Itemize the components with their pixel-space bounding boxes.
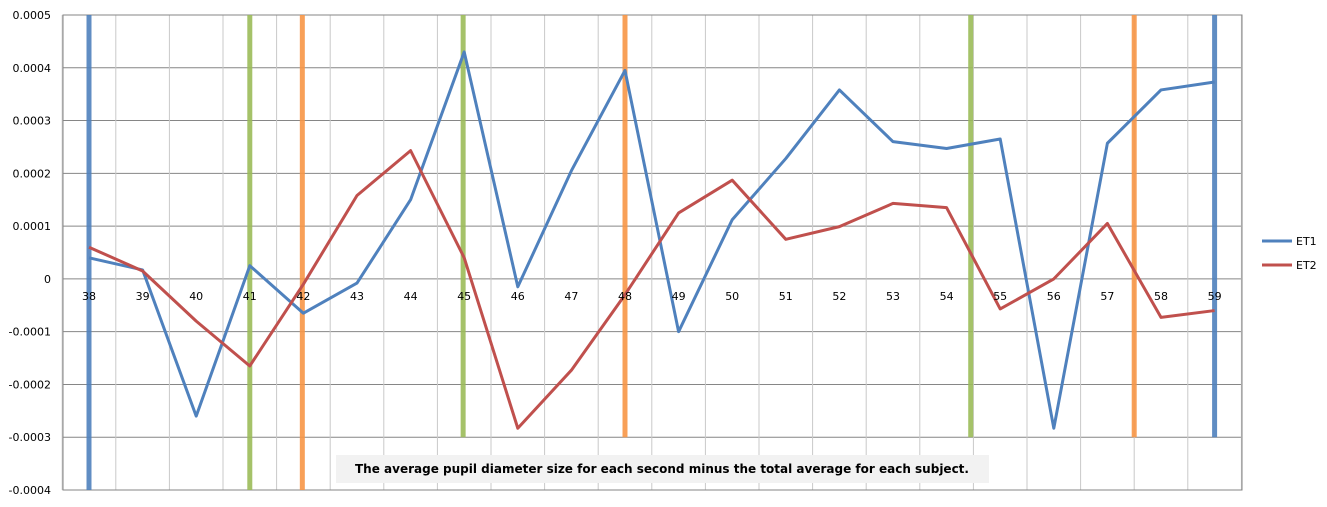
x-tick-label: 55 xyxy=(993,290,1007,303)
y-axis-tick-labels: 0.0005 0.0004 0.0003 0.0002 0.0001 0 -0.0001 -0… xyxy=(9,9,51,497)
series-line-et1 xyxy=(88,50,1215,430)
x-tick-label: 45 xyxy=(457,290,471,303)
y-tick-label: 0.0002 xyxy=(13,167,52,180)
annotation-text: The average pupil diameter size for each… xyxy=(355,462,969,476)
y-tick-label: -0.0001 xyxy=(9,326,51,339)
x-tick-label: 49 xyxy=(672,290,686,303)
series-line-et2 xyxy=(88,149,1215,430)
x-tick-label: 42 xyxy=(296,290,310,303)
x-tick-label: 39 xyxy=(136,290,150,303)
x-tick-label: 59 xyxy=(1208,290,1222,303)
y-tick-label: 0.0003 xyxy=(13,115,52,128)
x-axis-tick-labels: 38 39 40 41 42 43 44 45 46 47 48 49 50 51 52 53 54 55 56 57… xyxy=(82,290,1222,303)
x-tick-label: 38 xyxy=(82,290,96,303)
x-tick-label: 52 xyxy=(832,290,846,303)
legend-label-et1: ET1 xyxy=(1296,235,1317,248)
x-tick-label: 56 xyxy=(1047,290,1061,303)
annotation-background xyxy=(336,455,989,483)
y-tick-label: 0 xyxy=(44,273,51,286)
legend: ET1 ET2 xyxy=(1262,235,1317,272)
x-tick-label: 50 xyxy=(725,290,739,303)
x-tick-label: 54 xyxy=(940,290,954,303)
y-tick-label: -0.0003 xyxy=(9,431,51,444)
x-tick-label: 48 xyxy=(618,290,632,303)
x-tick-label: 58 xyxy=(1154,290,1168,303)
series-lines xyxy=(88,50,1215,430)
plot-area-border xyxy=(62,14,1243,491)
x-tick-label: 40 xyxy=(189,290,203,303)
x-tick-label: 51 xyxy=(779,290,793,303)
x-tick-label: 57 xyxy=(1100,290,1114,303)
x-tick-label: 47 xyxy=(564,290,578,303)
x-tick-label: 43 xyxy=(350,290,364,303)
x-tick-label: 53 xyxy=(886,290,900,303)
y-tick-label: 0.0004 xyxy=(13,62,52,75)
y-tick-label: -0.0002 xyxy=(9,378,51,391)
y-tick-label: -0.0004 xyxy=(9,484,51,497)
x-tick-label: 46 xyxy=(511,290,525,303)
annotation-box: The average pupil diameter size for each… xyxy=(336,455,989,483)
vertical-markers xyxy=(86,15,1218,490)
gridlines xyxy=(61,14,1243,491)
x-tick-label: 44 xyxy=(404,290,418,303)
y-tick-label: 0.0005 xyxy=(13,9,52,22)
x-tick-label: 41 xyxy=(243,290,257,303)
legend-label-et2: ET2 xyxy=(1296,259,1317,272)
y-tick-label: 0.0001 xyxy=(13,220,52,233)
